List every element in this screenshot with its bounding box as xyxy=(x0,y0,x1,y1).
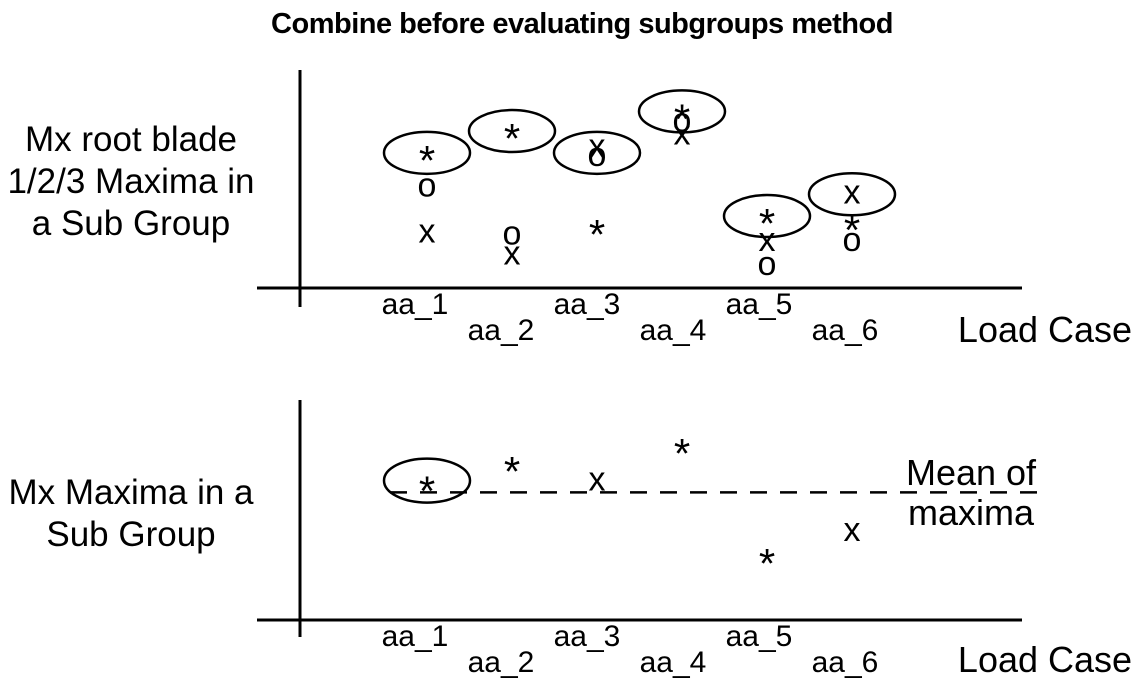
marker-x-aa_3-bottom: x xyxy=(589,460,606,498)
x-tick-aa_4-bottom: aa_4 xyxy=(639,646,707,679)
marker-x-aa_5-top: x xyxy=(759,221,776,259)
top-plot-y-axis-label: Mx root blade 1/2/3 Maxima in a Sub Grou… xyxy=(0,119,262,245)
x-tick-aa_1-bottom: aa_1 xyxy=(381,620,449,653)
marker-star-aa_1-top: * xyxy=(419,137,435,184)
marker-x-aa_1-top: x xyxy=(419,213,436,251)
y-axis-label-line: 1/2/3 Maxima in xyxy=(7,162,255,201)
subgroup-circle-aa_5-top xyxy=(722,193,812,239)
subgroup-circle-aa_3-top xyxy=(552,130,642,176)
x-axis-title-top: Load Case xyxy=(957,309,1133,350)
marker-x-aa_2-top: x xyxy=(504,234,521,272)
x-tick-aa_2-top: aa_2 xyxy=(467,314,535,347)
x-tick-aa_5-bottom: aa_5 xyxy=(725,620,793,653)
subgroup-circle-aa_1-top xyxy=(382,130,472,176)
x-tick-aa_3-top: aa_3 xyxy=(553,288,621,321)
marker-star-aa_5-bottom: * xyxy=(759,540,775,587)
subgroup-circle-aa_4-top xyxy=(637,89,727,134)
marker-o-aa_3-top: o xyxy=(588,136,607,174)
marker-star-aa_2-bottom: * xyxy=(504,448,520,495)
marker-o-aa_4-top: o xyxy=(673,101,692,139)
marker-x-aa_6-bottom: x xyxy=(844,511,861,549)
marker-o-aa_5-top: o xyxy=(758,245,777,283)
marker-x-aa_6-top: x xyxy=(844,173,861,211)
x-tick-aa_6-bottom: aa_6 xyxy=(811,646,879,679)
marker-star-aa_1-bottom: * xyxy=(419,468,435,515)
mean-label-line: maxima xyxy=(907,492,1035,533)
mean-of-maxima-label: Mean of maxima xyxy=(906,453,1036,533)
bottom-plot-marks: * * x * * x xyxy=(382,430,1047,587)
marker-star-aa_4-bottom: * xyxy=(674,430,690,477)
x-tick-aa_6-top: aa_6 xyxy=(811,314,879,347)
mean-label-line: Mean of xyxy=(905,452,1037,493)
subgroup-circle-aa_2-top xyxy=(467,108,557,154)
y-axis-label-line: Sub Group xyxy=(46,515,216,554)
x-axis-title-bottom: Load Case xyxy=(957,639,1133,680)
marker-o-aa_1-top: o xyxy=(418,167,437,205)
marker-star-aa_3-top: * xyxy=(589,211,605,258)
figure-title: Combine before evaluating subgroups meth… xyxy=(271,8,893,40)
y-axis-label-line: Mx root blade xyxy=(24,120,238,159)
marker-x-aa_3-top: x xyxy=(589,127,606,165)
x-tick-aa_3-bottom: aa_3 xyxy=(553,620,621,653)
x-tick-aa_5-top: aa_5 xyxy=(725,288,793,321)
marker-star-aa_5-top: * xyxy=(759,200,775,247)
marker-star-aa_2-top: * xyxy=(504,115,520,162)
x-tick-aa_1-top: aa_1 xyxy=(381,288,449,321)
bottom-plot-y-axis-label: Mx Maxima in a Sub Group xyxy=(0,472,262,556)
x-tick-aa_2-bottom: aa_2 xyxy=(467,646,535,679)
subgroup-circle-aa_6-top xyxy=(807,172,897,217)
marker-star-aa_6-top: * xyxy=(844,207,860,254)
max-circle-aa_1-bottom xyxy=(382,457,472,504)
marker-star-aa_4-top: * xyxy=(674,95,690,142)
y-axis-label-line: Mx Maxima in a xyxy=(8,473,254,512)
x-tick-aa_4-top: aa_4 xyxy=(639,314,707,347)
marker-o-aa_6-top: o xyxy=(843,221,862,259)
y-axis-label-line: a Sub Group xyxy=(31,204,231,243)
marker-o-aa_2-top: o xyxy=(503,215,522,253)
